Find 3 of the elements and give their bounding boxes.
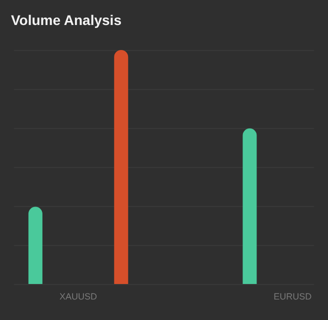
x-tick-label: EURUSD xyxy=(274,292,312,302)
x-tick-label: XAUUSD xyxy=(60,292,98,302)
chart-title: Volume Analysis xyxy=(11,12,122,28)
